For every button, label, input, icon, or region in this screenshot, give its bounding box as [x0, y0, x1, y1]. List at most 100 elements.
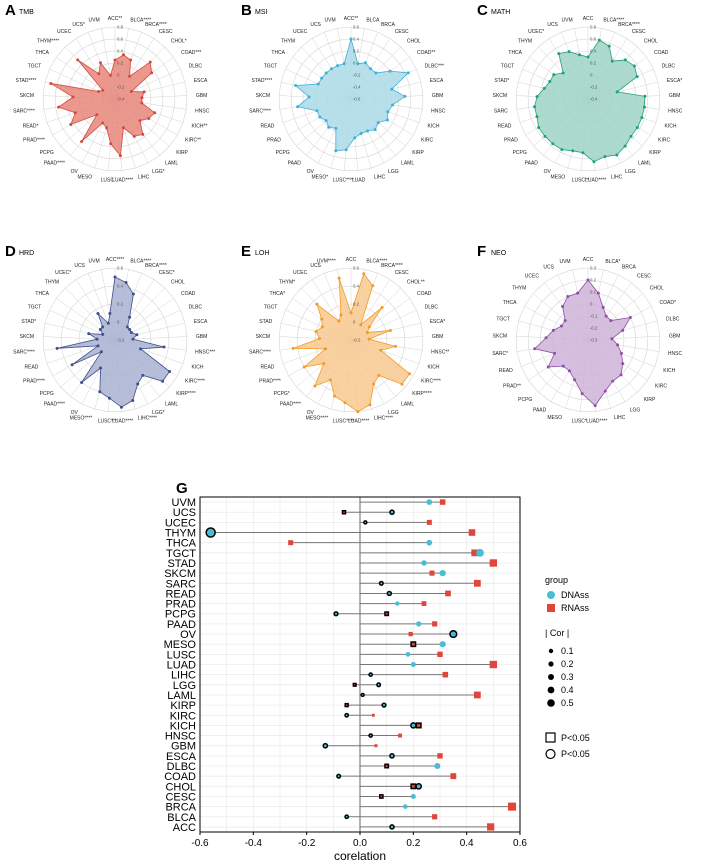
radar-point — [359, 132, 363, 136]
radar-point — [406, 71, 410, 75]
y-tick-label: COAD — [164, 771, 196, 783]
radar-axis-label: MESO* — [312, 175, 329, 181]
x-axis-title: corelation — [334, 849, 386, 863]
y-tick-label: GBM — [171, 741, 196, 753]
radar-point — [136, 382, 140, 386]
y-tick-label: UCS — [173, 507, 196, 519]
radar-axis-label: KIRC — [658, 138, 670, 144]
y-tick-label: STAD — [167, 558, 196, 570]
radar-axis-label: KIRC** — [185, 138, 201, 144]
panel-letter: D — [5, 243, 16, 260]
rnass-marker — [341, 509, 347, 515]
dnass-marker — [333, 611, 339, 617]
radar-point — [140, 96, 144, 100]
radar-point — [108, 73, 112, 77]
radar-point — [359, 323, 363, 327]
radar-axis-label: LUAD**** — [586, 419, 607, 425]
radar-axis-label: KIRP — [412, 150, 424, 156]
radar-axis-label: ACC — [346, 257, 357, 263]
radar-point — [353, 136, 357, 140]
radar-point — [128, 74, 132, 78]
radar-axis-label: LUAD — [352, 178, 366, 184]
rnass-marker — [468, 529, 476, 536]
radar-axis-label: HNSC — [431, 109, 446, 115]
radar-point — [535, 115, 539, 119]
radar-point — [55, 346, 59, 350]
radar-point — [113, 58, 117, 62]
radar-point — [334, 149, 338, 153]
radar-axis-label: KICH — [428, 364, 440, 370]
radar-point — [307, 95, 311, 99]
y-tick-label: READ — [165, 588, 196, 600]
radar-point — [153, 111, 157, 115]
radar-point — [124, 281, 128, 285]
radar-grid-ring — [42, 267, 188, 412]
radar-ring-label: -0.1 — [590, 314, 598, 319]
radar-ring-label: 0.4 — [353, 37, 360, 42]
radar-axis-label: PAAD — [533, 407, 547, 413]
rnass-marker — [384, 611, 390, 617]
radar-point — [314, 330, 318, 334]
radar-axis-label: LUAD**** — [585, 178, 606, 184]
radar-point — [131, 398, 135, 402]
radar-axis-label: MESO — [550, 175, 565, 181]
radar-axis-label: THYM* — [279, 279, 295, 285]
radar-point — [581, 151, 585, 155]
radar-axis-label: THYM**** — [37, 38, 59, 44]
radar-axis-label: UVM — [562, 17, 573, 23]
radar-axis-label: OV — [544, 169, 552, 175]
radar-ring-label: 0 — [590, 302, 593, 307]
radar-point — [98, 390, 102, 394]
radar-point — [374, 71, 378, 75]
panel-title: LOH — [255, 250, 269, 257]
radar-point — [548, 80, 552, 84]
radar-point — [101, 121, 105, 125]
radar-point — [388, 69, 392, 73]
radar-point — [108, 311, 112, 315]
radar-point — [610, 337, 614, 341]
radar-panel-d: D HRD 0.6 0.4 0.2 0 -0.2 ACC**** BLCA****BRCA***… — [5, 243, 215, 425]
radar-axis-label: BLCA**** — [603, 17, 624, 23]
radar-point — [571, 149, 575, 153]
dnass-marker — [389, 509, 395, 516]
radar-ring-label: 0.4 — [353, 284, 360, 289]
rnass-marker — [489, 660, 498, 669]
dnass-marker — [415, 782, 423, 790]
radar-axis-label: SARC* — [492, 351, 508, 357]
radar-point — [161, 379, 165, 383]
dnass-marker — [439, 570, 446, 577]
rnass-marker — [487, 823, 495, 831]
radar-axis-label: LIHC — [614, 415, 626, 421]
radar-point — [80, 139, 84, 143]
radar-axis-label: BRCA**** — [145, 263, 167, 269]
dnass-marker — [410, 793, 416, 799]
radar-axis-label: TGCT — [28, 304, 42, 310]
radar-point — [322, 362, 326, 366]
radar-axis-label: LIHC — [611, 175, 623, 181]
radar-axis-label: BLCA* — [605, 259, 620, 265]
legend-circle-symbol — [545, 748, 556, 760]
radar-point — [129, 90, 133, 94]
radar-axis-label: COAD — [417, 291, 432, 297]
dnass-marker — [426, 539, 433, 546]
radar-point — [125, 325, 129, 329]
radar-ring-label: 0.6 — [590, 37, 597, 42]
radar-axis-label: STAD**** — [252, 78, 273, 84]
rnass-marker — [415, 722, 422, 729]
radar-point — [380, 305, 384, 309]
dnass-marker — [389, 824, 395, 830]
radar-point — [542, 86, 546, 90]
radar-point — [168, 370, 172, 373]
radar-axis-label: ESCA* — [430, 319, 446, 325]
radar-axis-label: LUSC** — [572, 178, 589, 184]
radar-axis-label: SKCM — [256, 334, 270, 340]
radar-axis-label: BLCA — [366, 17, 380, 23]
legend-cor-dot — [547, 699, 555, 707]
radar-ring-label: 0.8 — [117, 25, 124, 30]
radar-ring-label: -0.4 — [117, 97, 125, 102]
radar-point — [635, 75, 639, 79]
radar-ring-label: 0.6 — [353, 266, 360, 271]
radar-axis-label: UCS — [310, 263, 321, 269]
radar-ring-label: 0 — [353, 61, 356, 66]
radar-axis-label: CHOL — [407, 38, 421, 44]
